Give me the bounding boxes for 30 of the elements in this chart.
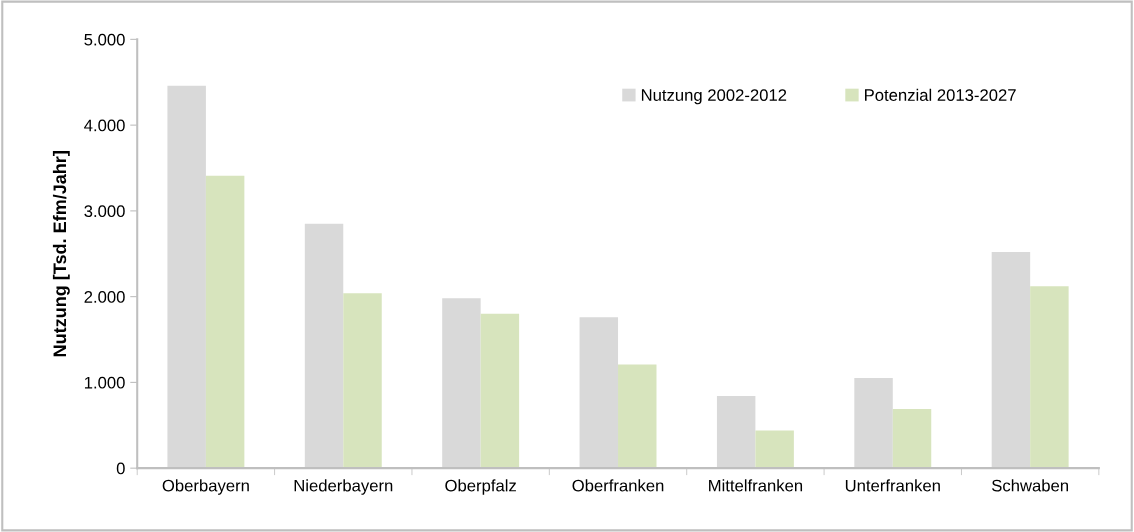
- bar: [480, 313, 520, 469]
- bar: [1030, 286, 1069, 469]
- bar: [304, 223, 344, 469]
- y-tick-label: 1.000: [84, 376, 125, 389]
- legend-label: Potenzial 2013-2027: [865, 88, 1016, 101]
- y-tick-label: 5.000: [84, 33, 125, 46]
- x-tick-label: Oberbayern: [162, 479, 249, 495]
- bar: [343, 293, 382, 469]
- bar: [167, 85, 206, 469]
- y-axis-title: Nutzung [Tsd. Efm/Jahr]: [52, 151, 70, 357]
- bar: [716, 396, 756, 469]
- bar: [618, 364, 657, 469]
- x-tick-label: Schwaben: [992, 479, 1068, 492]
- x-tick-label: Oberpfalz: [445, 479, 516, 495]
- y-tick-label: 2.000: [84, 291, 125, 303]
- bar: [205, 175, 245, 469]
- bar: [755, 430, 794, 469]
- bar: [854, 378, 893, 469]
- x-tick-label: Unterfranken: [845, 479, 940, 492]
- bar: [442, 298, 481, 469]
- legend-label: Nutzung 2002-2012: [641, 89, 787, 105]
- y-tick-label: 4.000: [84, 119, 125, 132]
- bar: [991, 252, 1031, 469]
- bar: [892, 408, 932, 469]
- x-tick-label: Niederbayern: [294, 479, 393, 495]
- bar: [579, 317, 619, 469]
- y-tick-label: 0: [116, 462, 125, 475]
- x-tick-label: Mittelfranken: [709, 479, 803, 492]
- y-tick-label: 3.000: [84, 205, 125, 218]
- x-tick-label: Oberfranken: [572, 479, 664, 492]
